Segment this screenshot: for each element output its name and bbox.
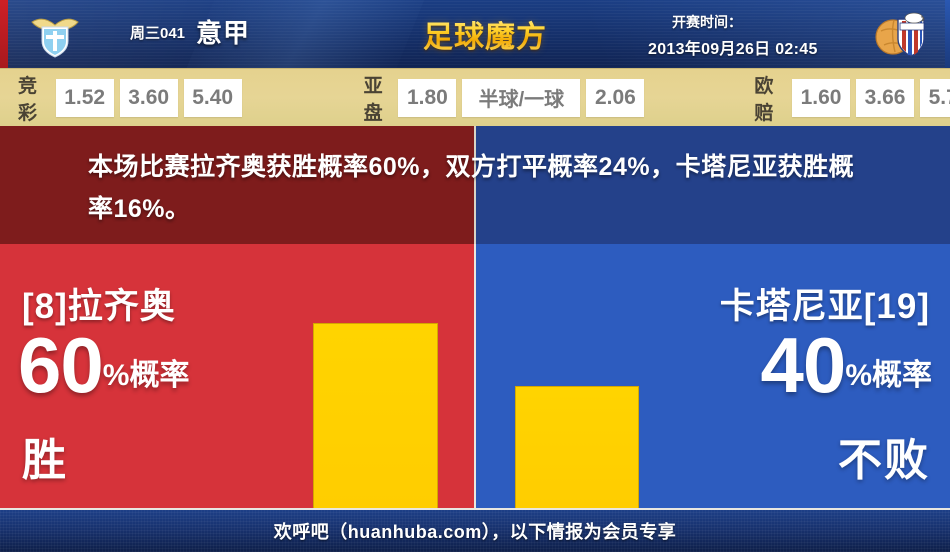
- home-probability: 60 %概率: [18, 321, 190, 409]
- home-probability-value: 60: [18, 321, 104, 409]
- odds-cell-handicap[interactable]: 半球/一球: [462, 78, 581, 117]
- away-team-name: 卡塔尼亚[19]: [719, 287, 930, 326]
- footer-text: 欢呼吧（huanhuba.com），以下情报为会员专享: [273, 522, 677, 542]
- away-probability-unit: %概率: [845, 358, 932, 392]
- home-team-name: [8]拉齐奥: [22, 287, 176, 326]
- odds-group-title: 竞彩: [18, 75, 39, 124]
- home-team-panel: [8]拉齐奥 60 %概率 胜: [0, 244, 475, 508]
- odds-bar: 竞彩 1.52 3.60 5.40 亚盘 1.80 半球/一球 2.06 欧赔 …: [0, 68, 950, 126]
- panels-divider: [474, 244, 476, 508]
- header-right-blue-edge: [945, 0, 950, 68]
- away-outcome-label: 不败: [838, 436, 930, 485]
- odds-cell-draw[interactable]: 3.66: [856, 78, 915, 117]
- home-probability-unit: %概率: [102, 358, 190, 392]
- odds-cell-away[interactable]: 2.06: [586, 78, 645, 117]
- odds-group-oupei: 欧赔 1.60 3.66 5.70: [754, 71, 950, 125]
- odds-group-title: 欧赔: [754, 75, 775, 124]
- brand-logo[interactable]: 足球魔方: [415, 12, 555, 56]
- prediction-divider: [474, 126, 476, 244]
- odds-group-title: 亚盘: [363, 75, 384, 124]
- away-team-panel: 卡塔尼亚[19] 40 %概率 不败: [475, 244, 950, 508]
- odds-cell-away[interactable]: 5.70: [920, 78, 950, 117]
- odds-group-yapan: 亚盘 1.80 半球/一球 2.06: [364, 71, 651, 125]
- odds-cell-home[interactable]: 1.52: [55, 78, 114, 117]
- lazio-crest-icon: [28, 8, 82, 60]
- odds-cell-away[interactable]: 5.40: [183, 78, 242, 117]
- catania-crest-icon: [872, 7, 928, 61]
- match-round: 周三041: [130, 25, 186, 42]
- home-probability-bar: [313, 323, 438, 508]
- prediction-banner: 本场比赛拉齐奥获胜概率60%，双方打平概率24%，卡塔尼亚获胜概率16%。: [0, 126, 950, 244]
- header-left-red-edge: [0, 0, 8, 68]
- away-probability-value: 40: [760, 321, 847, 409]
- league-name: 意甲: [196, 18, 251, 48]
- away-probability-bar: [515, 386, 639, 508]
- odds-cell-home[interactable]: 1.60: [792, 78, 851, 117]
- footer-bar: 欢呼吧（huanhuba.com），以下情报为会员专享: [0, 508, 950, 552]
- home-outcome-label: 胜: [22, 436, 68, 485]
- kickoff-time: 2013年09月26日 02:45: [648, 41, 818, 58]
- odds-cell-home[interactable]: 1.80: [398, 78, 457, 117]
- kickoff-label: 开赛时间：: [672, 14, 742, 30]
- match-header: 周三041 意甲 足球魔方 开赛时间： 2013年09月26日 02:45: [0, 0, 950, 68]
- prediction-right-panel: [475, 126, 950, 244]
- away-probability: 40 %概率: [760, 321, 932, 409]
- brand-logo-text: 足球魔方: [423, 12, 547, 56]
- probability-panels: [8]拉齐奥 60 %概率 胜 卡塔尼亚[19] 40 %概率 不败: [0, 244, 950, 508]
- odds-group-jingcai: 竞彩 1.52 3.60 5.40: [18, 71, 248, 125]
- prediction-left-panel: [0, 126, 475, 244]
- odds-cell-draw[interactable]: 3.60: [119, 78, 178, 117]
- prediction-text: 本场比赛拉齐奥获胜概率60%，双方打平概率24%，卡塔尼亚获胜概率16%。: [88, 153, 855, 223]
